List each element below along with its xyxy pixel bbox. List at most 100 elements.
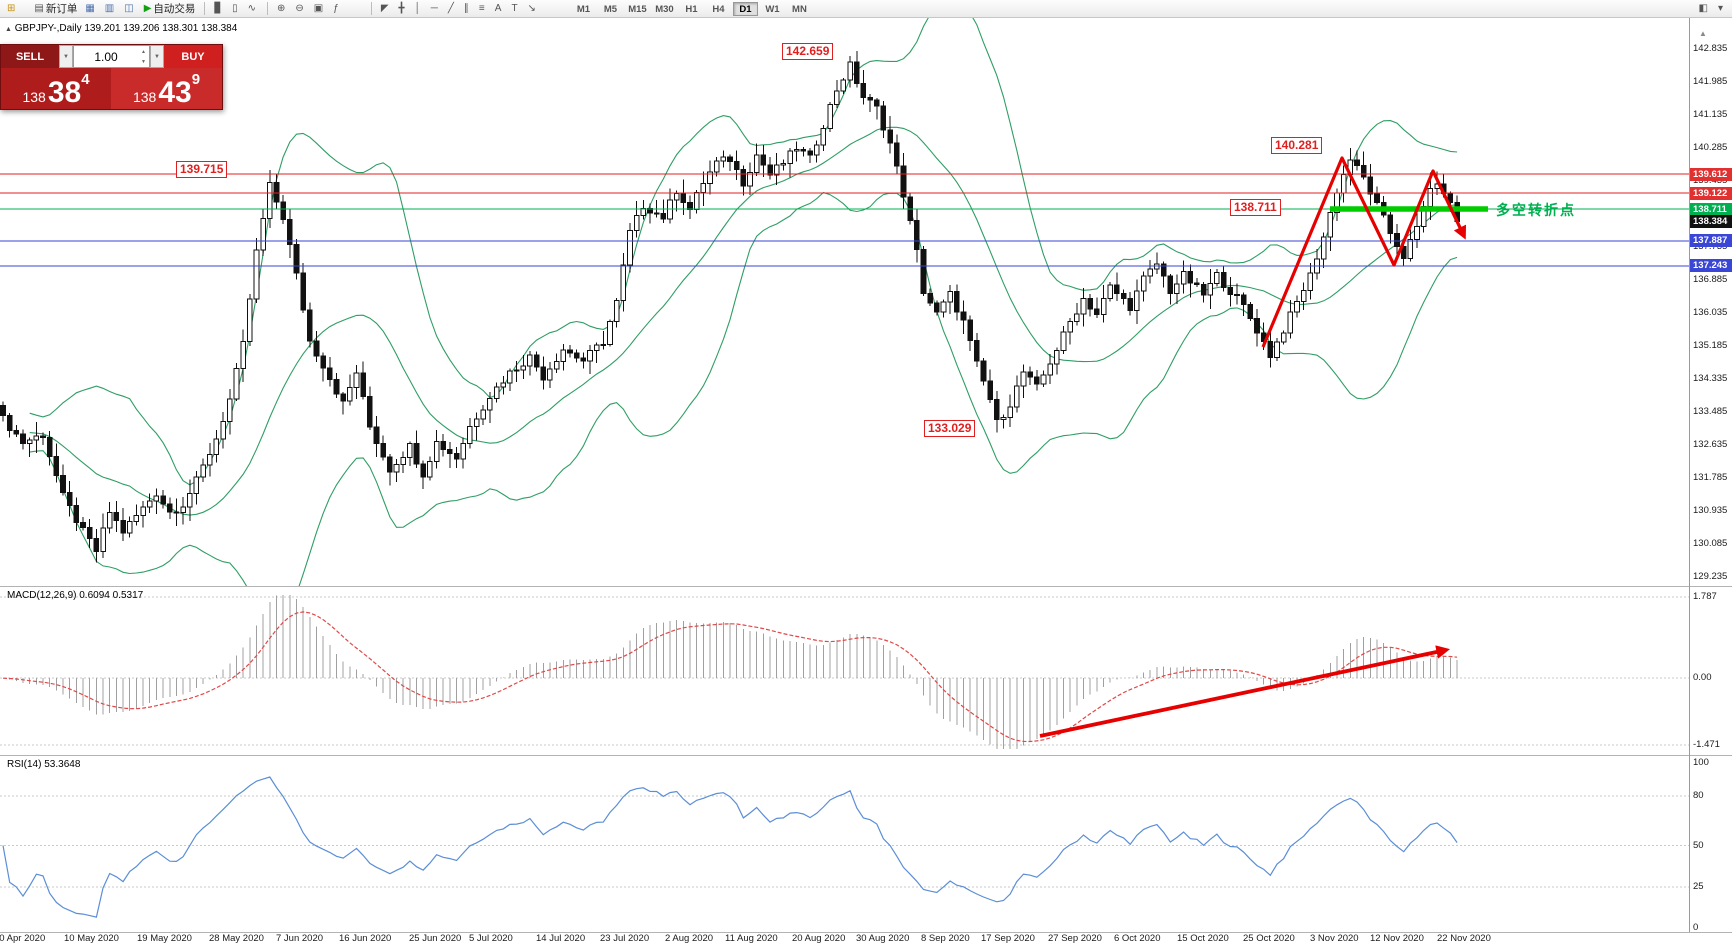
symbol-info: ▲ GBPJPY-,Daily 139.201 139.206 138.301 … bbox=[5, 23, 237, 34]
new-chart-button[interactable]: ⊞ bbox=[4, 1, 20, 17]
candlestick-chart-button[interactable]: ▯ bbox=[229, 1, 243, 17]
macd-panel-separator[interactable] bbox=[0, 586, 1732, 587]
auto-trading-label: 自动交易 bbox=[153, 3, 196, 15]
date-axis-label: 16 Jun 2020 bbox=[339, 933, 392, 944]
vertical-line-tool-button[interactable]: │ bbox=[412, 1, 426, 17]
zoom-out-icon: ⊖ bbox=[295, 2, 304, 14]
price-axis-label: 132.635 bbox=[1693, 438, 1728, 450]
data-window-button[interactable]: ▥ bbox=[102, 1, 119, 17]
date-axis-label: 17 Sep 2020 bbox=[981, 933, 1035, 944]
crosshair-tool-button[interactable]: ╋ bbox=[396, 1, 410, 17]
new-order-button[interactable]: ▤ 新订单 bbox=[31, 1, 80, 17]
timeframe-button-W1[interactable]: W1 bbox=[765, 3, 780, 15]
channel-tool-button[interactable]: ∥ bbox=[461, 1, 474, 17]
buy-options-caret[interactable]: ▼ bbox=[150, 45, 164, 68]
timeframe-button-D1[interactable]: D1 bbox=[732, 1, 758, 16]
volume-up-icon[interactable]: ▲ bbox=[141, 48, 146, 55]
chart-profile-button[interactable]: ◧ bbox=[1696, 1, 1713, 17]
profile-icon: ◧ bbox=[1698, 2, 1708, 14]
horizontal-line-tool-button[interactable]: ─ bbox=[428, 1, 443, 17]
cursor-tool-button[interactable]: ◤ bbox=[378, 1, 394, 17]
date-axis-label: 25 Jun 2020 bbox=[409, 933, 462, 944]
timeframe-button-M15[interactable]: M15 bbox=[628, 3, 647, 15]
zoom-out-button[interactable]: ⊖ bbox=[292, 1, 308, 17]
price-axis-label: 136.035 bbox=[1693, 306, 1728, 318]
horizontal-line-icon: ─ bbox=[430, 2, 438, 14]
zoom-in-button[interactable]: ⊕ bbox=[274, 1, 290, 17]
price-tag-138.711: 138.711 bbox=[1690, 202, 1732, 216]
price-callout-label[interactable]: 139.715 bbox=[176, 161, 228, 178]
date-axis-label: 15 Oct 2020 bbox=[1177, 933, 1229, 944]
fibonacci-tool-button[interactable]: ≡ bbox=[476, 1, 490, 17]
price-callout-label[interactable]: 142.659 bbox=[782, 43, 834, 60]
text-tool-button[interactable]: A bbox=[492, 1, 507, 17]
label-tool-button[interactable]: T bbox=[508, 1, 522, 17]
indicators-icon: ƒ bbox=[333, 2, 339, 14]
navigator-button[interactable]: ◫ bbox=[121, 1, 138, 17]
sell-button[interactable]: SELL bbox=[1, 45, 59, 68]
price-tag-139.122: 139.122 bbox=[1690, 186, 1732, 200]
rsi-panel-separator[interactable] bbox=[0, 755, 1732, 756]
date-axis-label: 12 Nov 2020 bbox=[1370, 933, 1424, 944]
sell-price-point: 4 bbox=[81, 71, 90, 88]
fibonacci-icon: ≡ bbox=[478, 2, 485, 14]
toolbar-more-button[interactable]: ▾ bbox=[1715, 1, 1728, 17]
timeframe-button-M30[interactable]: M30 bbox=[655, 3, 674, 15]
toolbar-separator bbox=[370, 2, 372, 15]
horizontal-level-lines[interactable] bbox=[0, 173, 1689, 267]
date-axis-label: 7 Jun 2020 bbox=[276, 933, 324, 944]
auto-trading-button[interactable]: ▶ 自动交易 bbox=[141, 1, 199, 17]
macd-indicator-chart[interactable] bbox=[0, 587, 1732, 756]
bar-chart-button[interactable]: ▊ bbox=[211, 1, 227, 17]
line-chart-button[interactable]: ∿ bbox=[245, 1, 261, 17]
date-axis-label: 30 Aug 2020 bbox=[856, 933, 910, 944]
timeframe-button-MN[interactable]: MN bbox=[792, 3, 807, 15]
macd-scale-label: 1.787 bbox=[1693, 591, 1717, 603]
date-axis-label: 11 Aug 2020 bbox=[725, 933, 778, 944]
price-callout-label[interactable]: 140.281 bbox=[1271, 137, 1323, 154]
main-price-chart[interactable] bbox=[0, 18, 1732, 587]
market-watch-button[interactable]: ▦ bbox=[82, 1, 99, 17]
indicators-button[interactable]: ƒ bbox=[330, 1, 344, 17]
sell-price-pips: 38 bbox=[47, 75, 82, 109]
volume-down-icon[interactable]: ▼ bbox=[141, 58, 146, 65]
date-axis-label: 27 Sep 2020 bbox=[1048, 933, 1102, 944]
tile-windows-button[interactable]: ▣ bbox=[311, 1, 328, 17]
auto-trading-icon: ▶ bbox=[143, 2, 152, 14]
price-callout-label[interactable]: 138.711 bbox=[1230, 199, 1281, 216]
rsi-scale-label: 50 bbox=[1693, 839, 1704, 851]
scale-scroll-icon[interactable]: ▲ bbox=[1699, 29, 1707, 38]
line-chart-icon: ∿ bbox=[247, 2, 257, 14]
navigator-icon: ◫ bbox=[124, 2, 134, 14]
cursor-icon: ◤ bbox=[380, 2, 389, 14]
label-icon: T bbox=[511, 2, 518, 14]
pivot-note-text[interactable]: 多空转折点 bbox=[1496, 202, 1576, 218]
rsi-line bbox=[2, 776, 1458, 918]
volume-spinner: ▲ ▼ bbox=[138, 47, 149, 67]
volume-field: ▲ ▼ bbox=[73, 45, 150, 68]
buy-price-display[interactable]: 138 43 9 bbox=[111, 68, 222, 109]
timeframe-button-M5[interactable]: M5 bbox=[603, 3, 618, 15]
timeframe-group: M1 M5 M15 M30 H1 H4 D1 W1 MN bbox=[570, 1, 813, 16]
toolbar-separator bbox=[204, 2, 206, 15]
trend-zigzag-arrow[interactable] bbox=[1261, 156, 1467, 348]
date-axis-label: 20 Aug 2020 bbox=[792, 933, 846, 944]
timeframe-button-H1[interactable]: H1 bbox=[685, 3, 698, 15]
timeframe-button-M1[interactable]: M1 bbox=[576, 3, 591, 15]
trendline-tool-button[interactable]: ╱ bbox=[445, 1, 459, 17]
date-axis-label: 14 Jul 2020 bbox=[536, 933, 586, 944]
price-axis-label: 142.835 bbox=[1693, 43, 1728, 54]
sell-price-display[interactable]: 138 38 4 bbox=[1, 68, 111, 109]
volume-input[interactable] bbox=[74, 46, 138, 67]
timeframe-button-H4[interactable]: H4 bbox=[712, 3, 725, 15]
chart-marker-icon: ▲ bbox=[5, 26, 12, 33]
macd-trend-arrow[interactable] bbox=[1039, 645, 1451, 738]
price-callout-label[interactable]: 133.029 bbox=[924, 420, 976, 437]
rsi-indicator-chart[interactable] bbox=[0, 756, 1732, 932]
macd-histogram bbox=[9, 595, 1458, 749]
buy-button[interactable]: BUY bbox=[164, 45, 222, 68]
arrows-tool-button[interactable]: ↘ bbox=[525, 1, 541, 17]
price-axis-label: 141.135 bbox=[1693, 108, 1728, 120]
sell-options-caret[interactable]: ▼ bbox=[59, 45, 73, 68]
macd-scale-label: 0.00 bbox=[1693, 672, 1712, 684]
